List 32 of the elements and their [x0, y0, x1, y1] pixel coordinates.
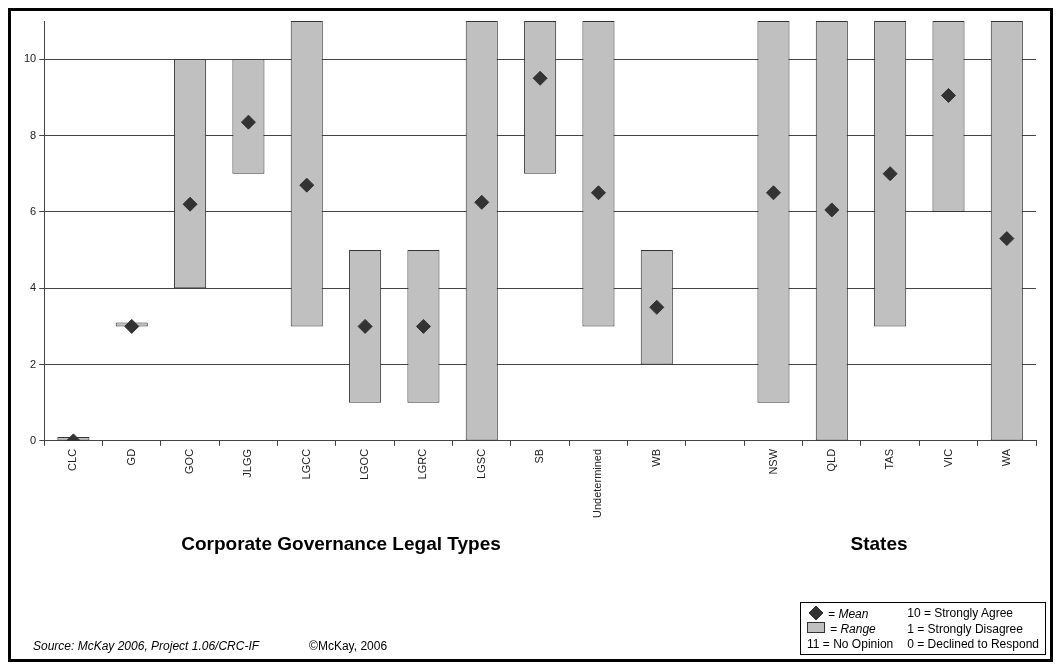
y-tick-label: 0: [30, 433, 37, 446]
text: Corporate Governance Legal Types: [180, 533, 502, 555]
x-tick-label: WA: [999, 448, 1012, 467]
legend-label: = Range: [830, 622, 876, 636]
x-tick-label: LGSC: [474, 448, 487, 479]
x-tick-label: LGRC: [416, 448, 429, 480]
x-tick-label: GOC: [183, 448, 196, 474]
text: 1 = Strongly Disagree: [907, 622, 1024, 636]
x-tick-label: LGCC: [299, 448, 312, 480]
x-tick-label: GD: [124, 448, 137, 466]
y-tick-label: 6: [30, 204, 37, 217]
x-tick-label: NSW: [766, 448, 779, 475]
x-tick-label: LGOC: [358, 448, 371, 481]
y-tick-label: 10: [23, 52, 37, 65]
text: 10 = Strongly Agree: [907, 606, 1014, 621]
x-tick-label: CLC: [66, 448, 79, 471]
x-tick-label: WB: [649, 448, 662, 467]
text: States: [849, 533, 909, 555]
x-tick-label: VIC: [941, 448, 954, 468]
y-tick-label: 8: [30, 128, 37, 141]
text: 11 = No Opinion: [807, 637, 894, 651]
text: ©McKay, 2006: [309, 639, 388, 653]
y-tick-label: 4: [30, 281, 37, 294]
x-tick-label: TAS: [883, 448, 896, 470]
x-tick-label: QLD: [824, 448, 837, 472]
x-tick-label: JLGG: [241, 448, 254, 478]
text: 0 = Declined to Respond: [907, 637, 1039, 651]
legend-label: = Mean: [828, 607, 869, 621]
x-tick-label: SB: [533, 448, 546, 464]
x-tick-label: Undetermined: [591, 448, 604, 518]
source-note: Source: McKay 2006, Project 1.06/CRC-IF: [33, 639, 260, 653]
y-tick-label: 2: [30, 357, 37, 370]
